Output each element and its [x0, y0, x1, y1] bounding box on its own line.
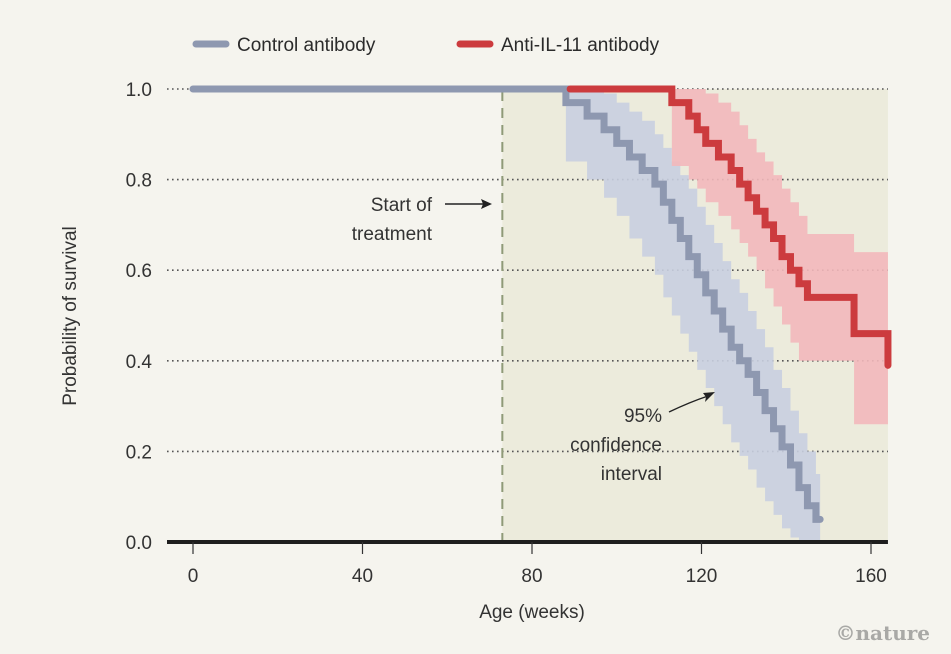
- legend-item-anti-il11[interactable]: Anti-IL-11 antibody: [456, 35, 660, 56]
- x-axis-title: Age (weeks): [479, 602, 585, 623]
- x-tick-label-0: 0: [188, 566, 199, 587]
- annotation-start-line1: Start of: [371, 195, 433, 216]
- legend-item-control[interactable]: Control antibody: [192, 35, 376, 56]
- nature-credit-logo: ©nature: [835, 621, 930, 645]
- y-tick-label-1.0: 1.0: [126, 80, 152, 101]
- y-tick-label-0.4: 0.4: [126, 352, 153, 373]
- x-tick-label-40: 40: [352, 566, 373, 587]
- survival-curve-anti-il11: [566, 85, 892, 369]
- annotation-arrow-ci: [668, 395, 709, 413]
- y-axis-title: Probability of survival: [60, 226, 81, 406]
- annotation-confidence-interval: 95% confidence interval: [570, 392, 715, 485]
- annotation-ci-line2: confidence: [570, 435, 662, 456]
- x-tick-label-160: 160: [855, 566, 887, 587]
- survival-curve-control: [189, 85, 824, 523]
- arrowhead-icon: [481, 199, 492, 209]
- annotation-ci-line3: interval: [601, 464, 662, 485]
- annotation-start-of-treatment: Start of treatment: [352, 195, 492, 245]
- y-tick-label-0.8: 0.8: [126, 171, 152, 192]
- y-tick-label-0.2: 0.2: [126, 442, 152, 463]
- x-tick-label-80: 80: [521, 566, 542, 587]
- axes: 0 40 80 120 160 0.0 0.2 0.4 0.6 0.8 1.0: [126, 80, 888, 587]
- legend-label-anti-il11: Anti-IL-11 antibody: [501, 35, 660, 56]
- legend: Control antibody Anti-IL-11 antibody: [192, 35, 660, 56]
- y-tick-label-0.0: 0.0: [126, 533, 152, 554]
- arrowhead-icon: [703, 392, 715, 402]
- legend-label-control: Control antibody: [237, 35, 376, 56]
- y-tick-label-0.6: 0.6: [126, 261, 152, 282]
- survival-curves: [189, 85, 892, 523]
- x-tick-label-120: 120: [686, 566, 718, 587]
- annotation-ci-line1: 95%: [624, 406, 662, 427]
- annotation-start-line2: treatment: [352, 224, 433, 245]
